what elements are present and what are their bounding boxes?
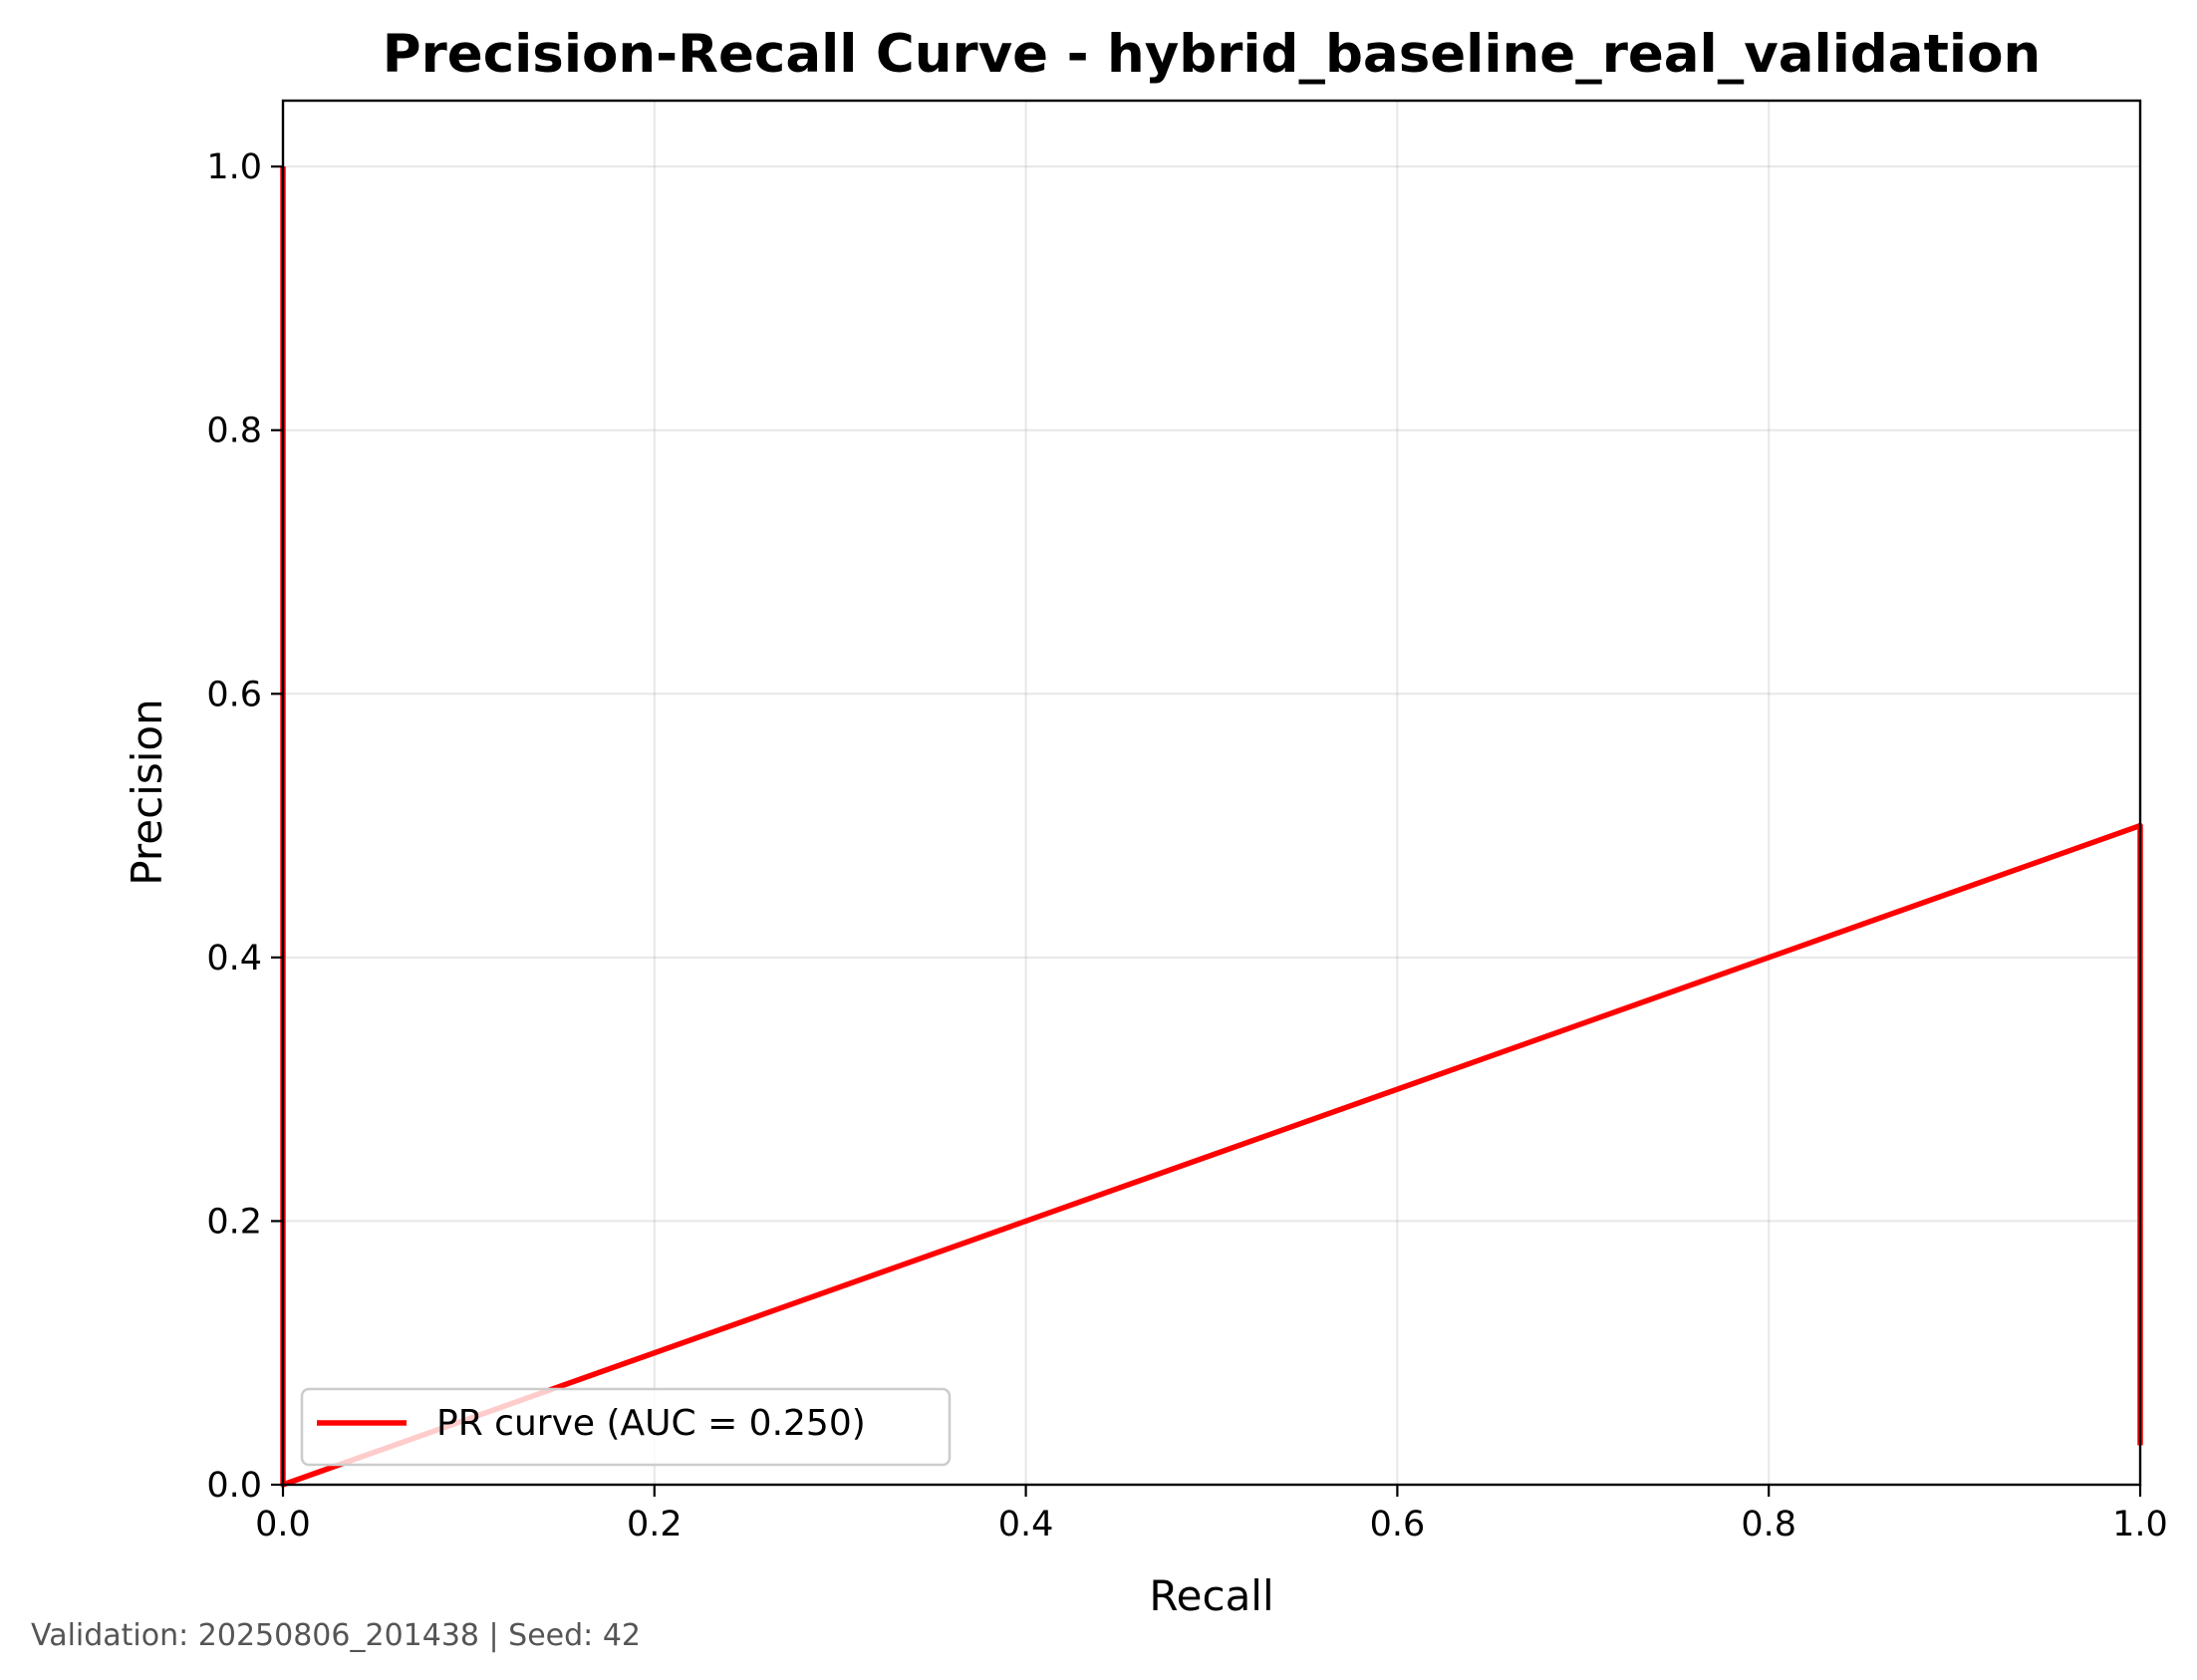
plot-frame xyxy=(281,99,2142,1487)
x-axis-label: Recall xyxy=(1149,1571,1273,1620)
y-tick-label: 0.2 xyxy=(206,1202,262,1242)
y-tick-label: 0.8 xyxy=(206,412,262,451)
x-tick-label: 0.0 xyxy=(255,1505,311,1544)
x-tick-label: 0.8 xyxy=(1741,1505,1796,1544)
x-tick-label: 0.6 xyxy=(1370,1505,1426,1544)
x-tick-label: 0.4 xyxy=(998,1505,1054,1544)
x-axis: 0.0 0.2 0.4 0.6 0.8 1.0 xyxy=(255,1485,2168,1544)
chart-title: Precision-Recall Curve - hybrid_baseline… xyxy=(383,24,2041,85)
y-tick-label: 0.6 xyxy=(206,675,262,714)
legend: PR curve (AUC = 0.250) xyxy=(300,1387,952,1467)
y-tick-label: 1.0 xyxy=(206,147,262,187)
x-tick-label: 0.2 xyxy=(627,1505,683,1544)
y-tick-label: 0.0 xyxy=(206,1466,262,1506)
y-axis-label: Precision xyxy=(123,699,171,885)
y-tick-label: 0.4 xyxy=(206,939,262,979)
grid xyxy=(282,101,2141,1486)
footer-note: Validation: 20250806_201438 | Seed: 42 xyxy=(31,1618,641,1653)
legend-label: PR curve (AUC = 0.250) xyxy=(436,1403,866,1444)
legend-box xyxy=(300,1387,952,1467)
x-tick-label: 1.0 xyxy=(2112,1505,2168,1544)
y-axis: 0.0 0.2 0.4 0.6 0.8 1.0 xyxy=(206,147,283,1506)
